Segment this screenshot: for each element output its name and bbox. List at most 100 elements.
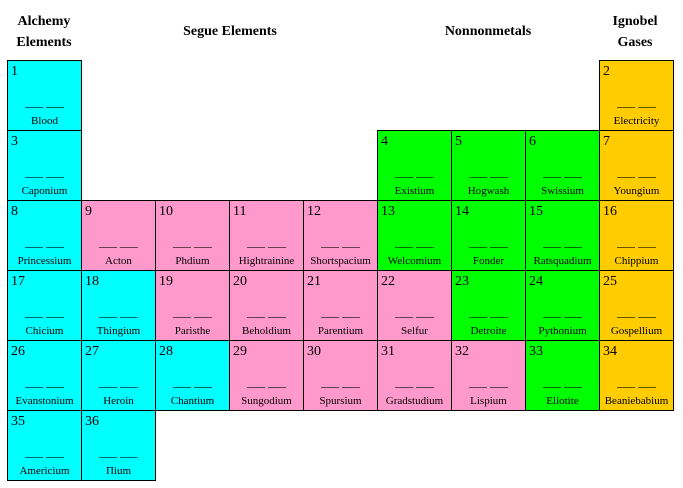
atomic-number: 17	[11, 274, 25, 289]
element-name: Beaniebabium	[604, 395, 669, 407]
symbol-blank: ___ ___	[395, 305, 434, 319]
symbol-blank: ___ ___	[173, 375, 212, 389]
element-name: Heroin	[103, 395, 134, 407]
atomic-number: 21	[307, 274, 321, 289]
atomic-number: 15	[529, 204, 543, 219]
symbol-blank: ___ ___	[247, 235, 286, 249]
symbol-blank: ___ ___	[543, 165, 582, 179]
symbol-blank: ___ ___	[25, 235, 64, 249]
element-cell-7: 7 ___ ___ Youngium	[599, 130, 674, 201]
element-cell-30: 30 ___ ___ Spursium	[303, 340, 378, 411]
element-name: Princessium	[17, 255, 72, 267]
element-name: Youngium	[613, 185, 660, 197]
atomic-number: 2	[603, 64, 610, 79]
symbol-blank: ___ ___	[395, 165, 434, 179]
element-cell-34: 34 ___ ___ Beaniebabium	[599, 340, 674, 411]
symbol-blank: ___ ___	[617, 235, 656, 249]
symbol-blank: ___ ___	[543, 305, 582, 319]
element-name: Phdium	[175, 255, 210, 267]
symbol-blank: ___ ___	[469, 305, 508, 319]
symbol-blank: ___ ___	[321, 235, 360, 249]
header-nonnonmetals: Nonnonmetals	[444, 24, 532, 39]
element-name: Americium	[19, 465, 70, 477]
element-name: Existium	[394, 185, 435, 197]
symbol-blank: ___ ___	[395, 235, 434, 249]
symbol-blank: ___ ___	[469, 375, 508, 389]
symbol-blank: ___ ___	[321, 305, 360, 319]
element-name: Caponium	[21, 185, 68, 197]
symbol-blank: ___ ___	[25, 95, 64, 109]
element-name: Selfur	[401, 325, 428, 337]
symbol-blank: ___ ___	[25, 445, 64, 459]
symbol-blank: ___ ___	[469, 235, 508, 249]
element-name: Paristhe	[174, 325, 211, 337]
atomic-number: 5	[455, 134, 462, 149]
element-name: Chicium	[25, 325, 64, 337]
atomic-number: 4	[381, 134, 388, 149]
symbol-blank: ___ ___	[99, 445, 138, 459]
element-cell-19: 19 ___ ___ Paristhe	[155, 270, 230, 341]
element-name: Gospellium	[610, 325, 663, 337]
atomic-number: 31	[381, 344, 395, 359]
element-cell-4: 4 ___ ___ Existium	[377, 130, 452, 201]
element-cell-12: 12 ___ ___ Shortspacium	[303, 200, 378, 271]
element-cell-16: 16 ___ ___ Chippium	[599, 200, 674, 271]
element-name: Parentium	[317, 325, 364, 337]
symbol-blank: ___ ___	[617, 165, 656, 179]
atomic-number: 22	[381, 274, 395, 289]
element-cell-3: 3 ___ ___ Caponium	[7, 130, 82, 201]
element-cell-10: 10 ___ ___ Phdium	[155, 200, 230, 271]
element-name: Spursium	[319, 395, 362, 407]
element-name: Ratsquadium	[533, 255, 592, 267]
element-name: Detroite	[470, 325, 507, 337]
element-cell-6: 6 ___ ___ Swissium	[525, 130, 600, 201]
element-name: Eliotite	[546, 395, 579, 407]
symbol-blank: ___ ___	[617, 305, 656, 319]
atomic-number: 11	[233, 204, 247, 219]
element-cell-8: 8 ___ ___ Princessium	[7, 200, 82, 271]
element-cell-9: 9 ___ ___ Acton	[81, 200, 156, 271]
atomic-number: 18	[85, 274, 99, 289]
atomic-number: 32	[455, 344, 469, 359]
element-name: Thingium	[96, 325, 141, 337]
element-name: Acton	[105, 255, 132, 267]
symbol-blank: ___ ___	[543, 375, 582, 389]
symbol-blank: ___ ___	[617, 95, 656, 109]
element-cell-5: 5 ___ ___ Hogwash	[451, 130, 526, 201]
element-name: Hogwash	[467, 185, 510, 197]
atomic-number: 23	[455, 274, 469, 289]
atomic-number: 9	[85, 204, 92, 219]
symbol-blank: ___ ___	[469, 165, 508, 179]
element-cell-23: 23 ___ ___ Detroite	[451, 270, 526, 341]
symbol-blank: ___ ___	[543, 235, 582, 249]
symbol-blank: ___ ___	[25, 165, 64, 179]
element-cell-14: 14 ___ ___ Fonder	[451, 200, 526, 271]
atomic-number: 3	[11, 134, 18, 149]
element-name: Hightrainine	[238, 255, 295, 267]
element-cell-11: 11 ___ ___ Hightrainine	[229, 200, 304, 271]
element-cell-22: 22 ___ ___ Selfur	[377, 270, 452, 341]
element-cell-32: 32 ___ ___ Lispium	[451, 340, 526, 411]
header-alchemy-elements: Alchemy Elements	[16, 14, 72, 50]
atomic-number: 30	[307, 344, 321, 359]
symbol-blank: ___ ___	[173, 305, 212, 319]
header-ignobel-gases: Ignobel Gases	[612, 14, 658, 50]
element-cell-31: 31 ___ ___ Gradstudium	[377, 340, 452, 411]
element-name: Chantium	[170, 395, 215, 407]
element-cell-33: 33 ___ ___ Eliotite	[525, 340, 600, 411]
element-name: Electricity	[613, 115, 660, 127]
element-cell-13: 13 ___ ___ Welcomium	[377, 200, 452, 271]
atomic-number: 29	[233, 344, 247, 359]
element-cell-29: 29 ___ ___ Sungodium	[229, 340, 304, 411]
element-name: Shortspacium	[310, 255, 371, 267]
symbol-blank: ___ ___	[321, 375, 360, 389]
symbol-blank: ___ ___	[25, 305, 64, 319]
symbol-blank: ___ ___	[99, 305, 138, 319]
symbol-blank: ___ ___	[617, 375, 656, 389]
element-cell-24: 24 ___ ___ Pythonium	[525, 270, 600, 341]
element-cell-15: 15 ___ ___ Ratsquadium	[525, 200, 600, 271]
element-name: Chippium	[614, 255, 659, 267]
symbol-blank: ___ ___	[173, 235, 212, 249]
element-cell-1: 1 ___ ___ Blood	[7, 60, 82, 131]
atomic-number: 16	[603, 204, 617, 219]
